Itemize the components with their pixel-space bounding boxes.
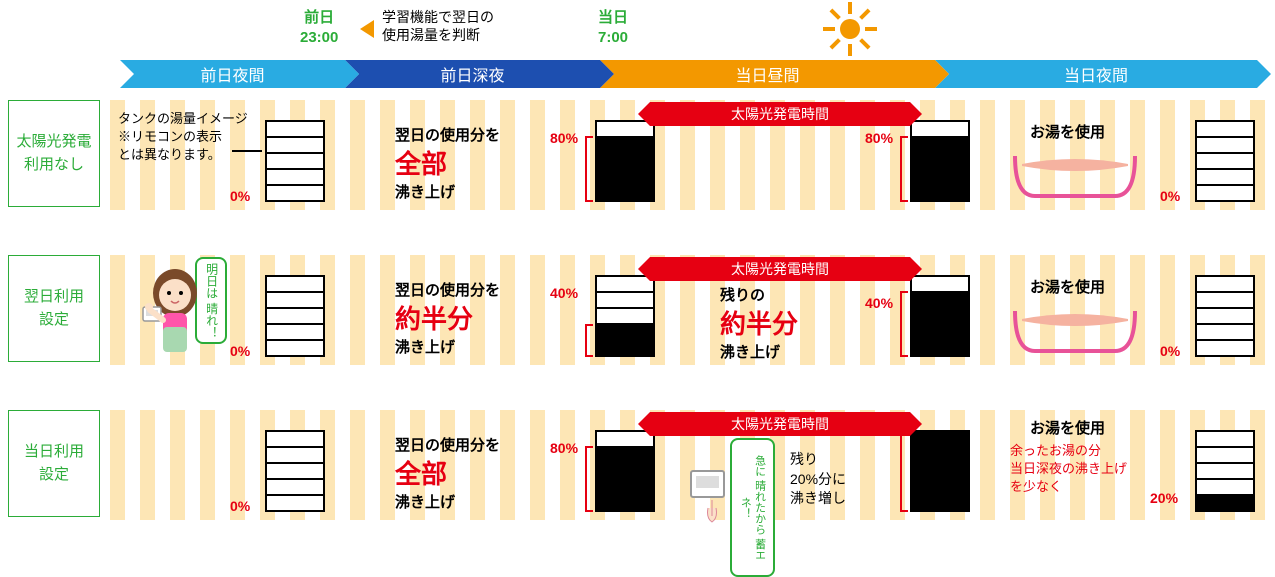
bathtub-icon (1010, 148, 1130, 198)
tank-note: タンクの湯量イメージ ※リモコンの表示 とは異なります。 (118, 110, 248, 165)
boil-text-1: 翌日の使用分を約半分沸き上げ (395, 280, 500, 358)
tank-pct-1-2: 40% (865, 295, 893, 311)
period-3: 当日夜間 (935, 60, 1257, 88)
tank-pct-2-3: 20% (1150, 490, 1178, 506)
tank-0-1 (595, 120, 655, 202)
day2-text-2: 残り20%分に沸き増し (790, 450, 846, 509)
solar-banner-2: 太陽光発電時間 (650, 412, 910, 436)
tank-2-3 (1195, 430, 1255, 512)
sun-icon (825, 4, 875, 54)
tank-0-0 (265, 120, 325, 202)
tank-2-2 (910, 430, 970, 512)
tank-1-2 (910, 275, 970, 357)
period-2: 当日昼間 (600, 60, 935, 88)
bracket (585, 136, 593, 202)
use-text-0: お湯を使用 (1030, 122, 1105, 143)
tank-2-1 (595, 430, 655, 512)
tri-left (360, 20, 374, 38)
use-text-2: お湯を使用 (1030, 418, 1105, 439)
finger-icon (700, 498, 724, 533)
tank-1-1 (595, 275, 655, 357)
tank-pct-1-3: 0% (1160, 343, 1180, 359)
bracket (585, 324, 593, 357)
time-prev: 前日 23:00 (300, 8, 338, 47)
remote-icon (690, 470, 725, 498)
tank-pct-0-1: 80% (550, 130, 578, 146)
row-label-2: 当日利用 設定 (8, 410, 100, 517)
row-label-0: 太陽光発電 利用なし (8, 100, 100, 207)
solar-banner-0: 太陽光発電時間 (650, 102, 910, 126)
boil-text-0: 翌日の使用分を全部沸き上げ (395, 125, 500, 203)
time-today: 当日 7:00 (598, 8, 628, 47)
bracket (585, 446, 593, 512)
use-sub-2: 余ったお湯の分 当日深夜の沸き上げ を少なく (1010, 442, 1127, 497)
day-text-1: 残りの約半分沸き上げ (720, 285, 798, 363)
boil-text-2: 翌日の使用分を全部沸き上げ (395, 435, 500, 513)
tank-pct-0-2: 80% (865, 130, 893, 146)
bathtub-icon (1010, 303, 1130, 353)
tank-pct-0-0: 0% (230, 188, 250, 204)
learn-msg: 学習機能で翌日の 使用湯量を判断 (382, 8, 494, 44)
tank-1-3 (1195, 275, 1255, 357)
tank-1-0 (265, 275, 325, 357)
tank-0-3 (1195, 120, 1255, 202)
tank-pct-2-1: 80% (550, 440, 578, 456)
lady-icon (125, 265, 205, 365)
use-text-1: お湯を使用 (1030, 277, 1105, 298)
tank-pct-1-1: 40% (550, 285, 578, 301)
tank-pct-1-0: 0% (230, 343, 250, 359)
bracket (900, 430, 908, 512)
solar-banner-1: 太陽光発電時間 (650, 257, 910, 281)
tank-pct-0-3: 0% (1160, 188, 1180, 204)
tank-pct-2-0: 0% (230, 498, 250, 514)
tank-2-0 (265, 430, 325, 512)
bracket (900, 291, 908, 357)
tank-0-2 (910, 120, 970, 202)
period-1: 前日深夜 (345, 60, 600, 88)
speech-today: 急に 晴れたから 蓄エネ！ (730, 438, 775, 577)
period-0: 前日夜間 (120, 60, 345, 88)
bracket (900, 136, 908, 202)
row-label-1: 翌日利用 設定 (8, 255, 100, 362)
